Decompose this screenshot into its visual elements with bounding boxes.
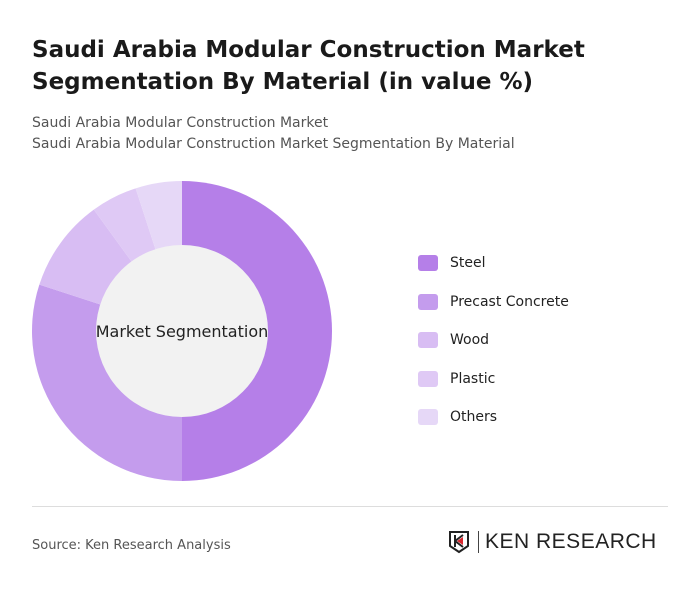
donut-chart: Market Segmentation — [31, 181, 332, 481]
donut-hole — [96, 245, 268, 417]
subtitle-2: Saudi Arabia Modular Construction Market… — [32, 136, 515, 152]
legend-label: Precast Concrete — [450, 293, 569, 310]
legend-label: Wood — [450, 332, 490, 349]
legend-item: Steel — [418, 244, 569, 283]
legend-label: Steel — [450, 255, 486, 272]
legend-swatch — [418, 370, 438, 387]
legend-swatch — [418, 293, 438, 310]
legend-item: Plastic — [418, 360, 569, 399]
legend: Steel Precast Concrete Wood Plastic Others — [418, 244, 569, 437]
divider — [32, 506, 668, 507]
legend-swatch — [418, 409, 438, 426]
source-note: Source: Ken Research Analysis — [32, 538, 231, 553]
ken-research-logo: KEN RESEARCH — [448, 530, 657, 554]
legend-item: Precast Concrete — [418, 283, 569, 322]
legend-item: Others — [418, 398, 569, 437]
logo-text: KEN RESEARCH — [478, 531, 657, 553]
page-title: Saudi Arabia Modular Construction Market… — [32, 37, 585, 95]
legend-item: Wood — [418, 321, 569, 360]
logo-shield-icon — [449, 531, 469, 554]
legend-label: Plastic — [450, 370, 496, 387]
subtitle: Saudi Arabia Modular Construction Market — [32, 115, 329, 131]
legend-label: Others — [450, 409, 498, 426]
legend-swatch — [418, 332, 438, 349]
legend-swatch — [418, 255, 438, 272]
center-label: Market Segmentation — [96, 322, 269, 341]
